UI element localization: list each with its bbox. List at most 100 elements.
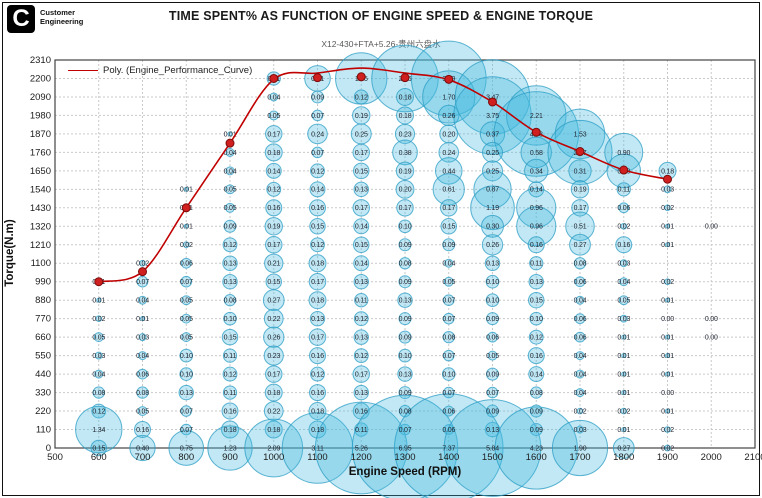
bubble [470,185,515,231]
value-label: 4.23 [530,445,543,452]
y-tick-label: 660 [35,332,51,343]
y-tick-label: 220 [35,406,51,417]
value-label: 1.53 [574,131,587,138]
value-label: 0.03 [617,316,630,323]
bubble [528,274,544,290]
bubble [222,366,238,382]
value-label: 0.19 [267,224,280,231]
value-label: 0.96 [530,205,543,212]
value-label: 0.18 [267,390,280,397]
value-label: 0.00 [661,390,674,397]
y-tick-label: 770 [35,314,51,325]
bubble [309,347,326,365]
x-tick-label: 1500 [482,452,503,463]
value-label: 0.23 [267,353,280,360]
bubble [494,406,578,490]
value-label: 0.09 [399,242,412,249]
value-label: 0.12 [355,316,368,323]
bubble [137,406,148,417]
bubble [441,367,456,381]
value-label: 0.05 [136,408,149,415]
bubble [528,366,545,383]
value-label: 0.06 [136,371,149,378]
x-tick-label: 2000 [701,452,722,463]
value-label: 0.19 [574,187,587,194]
bubble [352,365,370,383]
bubble [351,394,459,498]
bubble [484,255,501,271]
y-tick-label: 550 [35,351,51,362]
bubble [612,437,635,459]
value-label: 0.02 [574,408,587,415]
curve-marker [181,203,191,213]
value-label: 0.12 [311,371,324,378]
bubble [263,326,285,348]
bubble [314,401,408,495]
bubble [223,294,237,307]
value-label: 0.09 [399,390,412,397]
bubble [223,219,237,233]
bubble [264,253,284,273]
bubble [353,162,370,180]
value-label: 0.00 [705,224,718,231]
bubble [481,214,504,238]
value-label: 0.10 [442,371,455,378]
bubble [134,421,151,439]
value-label: 0.01 [661,298,674,305]
value-label: 0.01 [180,187,193,194]
bubble [443,424,455,435]
value-label: 0.14 [530,187,543,194]
y-tick-label: 1650 [30,166,51,177]
value-label: 2.09 [267,445,280,452]
curve-marker [488,97,497,107]
bubble [222,237,238,253]
value-label: 0.27 [617,445,630,452]
value-label: 0.15 [530,298,543,305]
value-label: 0.01 [224,131,237,138]
value-label: 0.26 [486,242,499,249]
value-label: 0.18 [267,150,280,157]
value-label: 0.25 [355,131,368,138]
bubble [136,275,149,288]
value-label: 0.17 [267,131,280,138]
bubble [442,349,455,362]
bubble [265,199,283,217]
value-label: 0.01 [661,242,674,249]
bubble [398,348,412,363]
bubble [486,404,499,418]
bubble [664,426,671,433]
value-label: 0.14 [355,261,368,268]
bubble [353,236,370,254]
value-label: 0.12 [530,335,543,342]
value-label: 0.00 [705,316,718,323]
value-label: 0.02 [661,205,674,212]
bubble [506,85,567,146]
value-label: 0.08 [136,390,149,397]
value-label: 0.02 [92,316,105,323]
value-label: 0.05 [180,298,193,305]
x-tick-label: 500 [47,452,63,463]
value-label: 0.16 [311,353,324,360]
bubble [664,204,671,212]
value-label: 0.16 [311,390,324,397]
bubble [398,257,412,270]
value-label: 0.10 [180,353,193,360]
y-tick-label: 1540 [30,184,51,195]
y-tick-label: 880 [35,295,51,306]
bubble [207,425,253,471]
bubble [665,297,670,303]
value-label: 0.12 [267,187,280,194]
value-label: 0.14 [267,168,280,175]
bubble [179,367,194,381]
value-label: 0.13 [224,279,237,286]
bubble [168,430,205,466]
bubble [308,272,327,291]
bubble [353,181,369,198]
value-label: 0.08 [399,408,412,415]
value-label: 0.15 [311,224,324,231]
value-label: 0.12 [355,94,368,101]
value-label: 0.15 [442,224,455,231]
bubble [486,386,499,399]
bubble [309,218,326,235]
value-label: 0.07 [442,316,455,323]
